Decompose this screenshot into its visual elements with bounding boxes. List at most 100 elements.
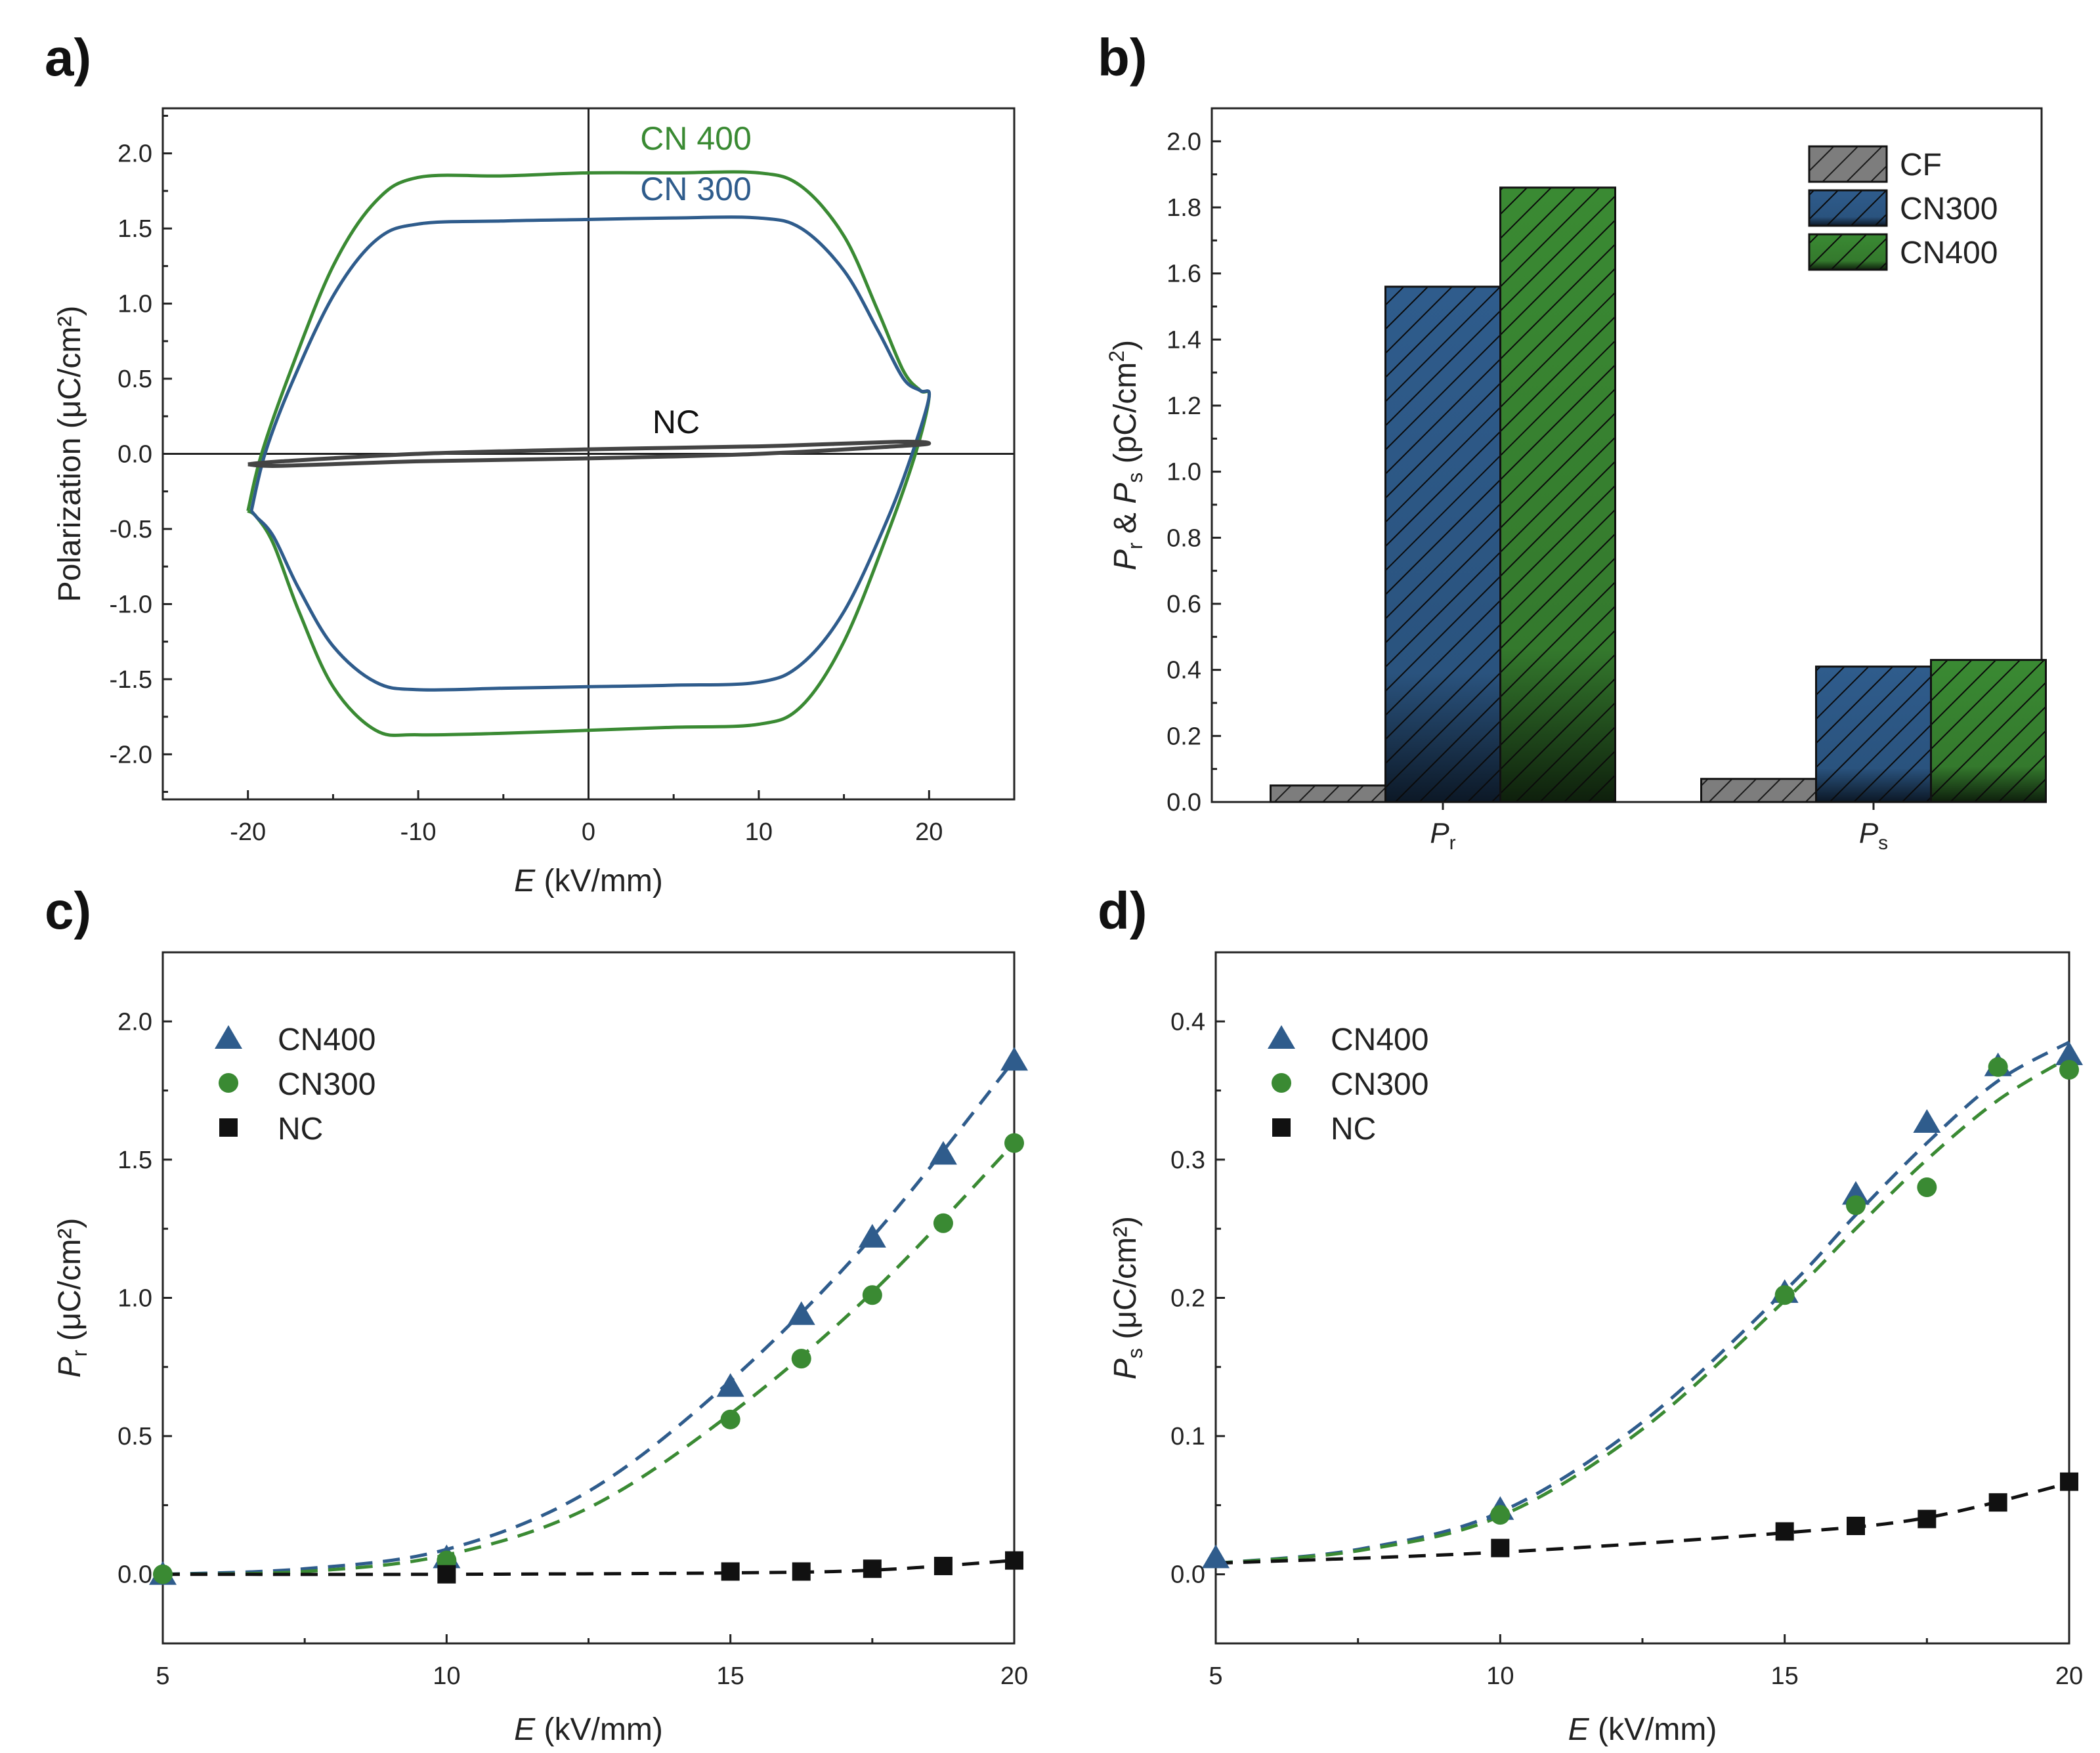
legend-swatch-cf <box>1809 146 1887 182</box>
panel-b-label: b) <box>1098 28 1147 87</box>
panel-a-label: a) <box>45 28 91 87</box>
y-axis-title: Ps (μC/cm²) <box>1108 1216 1147 1380</box>
square-marker <box>219 1118 238 1137</box>
y-tick-label: 1.6 <box>1167 261 1201 288</box>
triangle-marker <box>215 1025 242 1049</box>
legend-swatch-hatch <box>1809 190 1887 226</box>
y-tick-label: 0.3 <box>1170 1147 1205 1174</box>
bar-cf-pr <box>1270 785 1386 802</box>
y-tick-label: 0.8 <box>1167 524 1201 552</box>
circle-marker <box>2059 1060 2079 1080</box>
y-tick-label: 0.0 <box>1170 1561 1205 1589</box>
square-marker <box>1491 1538 1510 1557</box>
y-tick-label: 1.0 <box>118 1285 152 1313</box>
legend-label-cf: CF <box>1900 148 1942 182</box>
legend-label-nc: NC <box>1331 1112 1376 1147</box>
y-tick-label: 1.0 <box>118 291 152 318</box>
y-tick-label: 0.0 <box>1167 789 1201 816</box>
y-tick-label: 2.0 <box>118 140 152 168</box>
x-tick-label: 20 <box>2055 1662 2083 1690</box>
fit-line-cn400 <box>1215 1040 2070 1565</box>
y-axis-title: Pr & Ps (pC/cm2) <box>1105 340 1147 570</box>
square-marker <box>721 1562 740 1581</box>
legend-swatch-hatch <box>1809 234 1887 270</box>
circle-marker <box>1917 1177 1937 1198</box>
bar-cn400-ps-outline <box>1930 659 2047 803</box>
triangle-marker <box>787 1301 815 1325</box>
legend-swatch-outline <box>1808 145 1888 183</box>
bar-cn400-pr-hatch <box>1500 187 1616 802</box>
x-tick-label: 20 <box>1000 1662 1028 1690</box>
circle-marker <box>791 1349 811 1369</box>
circle-marker <box>862 1285 882 1305</box>
legend-label-cn300: CN300 <box>1331 1067 1428 1102</box>
square-marker <box>1988 1493 2007 1512</box>
y-tick-label: -0.5 <box>110 516 152 543</box>
x-tick-label: 0 <box>582 818 595 846</box>
hysteresis-loop-nc-label: NC <box>653 404 700 440</box>
triangle-marker <box>1202 1544 1230 1569</box>
y-tick-label: 1.5 <box>118 215 152 243</box>
y-tick-label: 0.2 <box>1167 723 1201 750</box>
y-tick-label: 1.5 <box>118 1147 152 1174</box>
bar-cf-ps <box>1701 778 1816 802</box>
square-marker <box>437 1565 456 1584</box>
x-tick-label: 10 <box>1486 1662 1514 1690</box>
y-tick-label: 1.0 <box>1167 459 1201 486</box>
triangle-marker <box>2055 1041 2083 1065</box>
fit-line-cn300 <box>1215 1055 2070 1565</box>
x-tick-label: -20 <box>230 818 266 846</box>
y-tick-label: 0.6 <box>1167 591 1201 618</box>
bar-cn300-ps-hatch <box>1816 666 1931 802</box>
circle-marker <box>1004 1133 1024 1153</box>
square-marker <box>863 1559 882 1578</box>
x-tick-label: 10 <box>745 818 773 846</box>
x-tick-label: 5 <box>156 1662 169 1690</box>
bar-cn300-pr-hatch <box>1385 286 1501 802</box>
circle-marker <box>1988 1057 2008 1077</box>
y-tick-label: 0.0 <box>118 441 152 469</box>
category-label: Pr <box>1430 817 1455 854</box>
circle-marker <box>219 1073 238 1093</box>
x-axis-title: E (kV/mm) <box>514 864 663 898</box>
square-marker <box>1775 1522 1794 1541</box>
circle-marker <box>1846 1195 1866 1215</box>
y-axis-title: Polarization (μC/cm²) <box>53 306 87 602</box>
legend-label-nc: NC <box>278 1112 323 1147</box>
hysteresis-loop-cn300 <box>249 215 932 692</box>
y-tick-label: 2.0 <box>1167 128 1201 156</box>
square-marker <box>1918 1510 1937 1529</box>
fit-line-cn400 <box>162 1059 1016 1576</box>
y-tick-label: 0.5 <box>118 1423 152 1450</box>
y-axis-title: Pr (μC/cm²) <box>53 1218 91 1378</box>
square-marker <box>1272 1118 1291 1137</box>
circle-marker <box>153 1564 173 1584</box>
panel-d-ps-vs-field-chart: 5 10 15 20 0.0 0.1 0.2 0.3 0.4 CN400 CN300 NC E (kV/… <box>1108 951 2083 1747</box>
x-axis-title: E (kV/mm) <box>514 1712 663 1747</box>
y-tick-label: -1.0 <box>110 591 152 618</box>
x-tick-label: 5 <box>1209 1662 1222 1690</box>
legend-label-cn300: CN300 <box>1900 192 1998 226</box>
bar-cn400-pr-outline <box>1499 186 1616 803</box>
legend-label-cn300: CN300 <box>278 1067 375 1102</box>
hysteresis-loop-nc <box>247 440 932 468</box>
x-axis-title: E (kV/mm) <box>1568 1712 1717 1747</box>
y-tick-label: 0.5 <box>118 366 152 393</box>
circle-marker <box>1774 1285 1795 1305</box>
circle-marker <box>720 1409 740 1429</box>
y-tick-label: 2.0 <box>118 1008 152 1036</box>
panel-c-label: c) <box>45 881 91 940</box>
category-label: Ps <box>1859 817 1888 854</box>
y-tick-label: -2.0 <box>110 741 152 769</box>
panel-b-bar-chart: 0.0 0.2 0.4 0.6 0.8 1.0 1.2 1.4 1.6 1.8 2.0 Pr Ps CF C… <box>1105 107 2047 854</box>
y-tick-label: 1.2 <box>1167 392 1201 420</box>
triangle-marker <box>858 1223 886 1248</box>
x-tick-label: 10 <box>433 1662 460 1690</box>
y-tick-label: -1.5 <box>110 666 152 694</box>
square-marker <box>1847 1516 1865 1535</box>
y-tick-label: 0.4 <box>1170 1008 1205 1036</box>
triangle-marker <box>1268 1025 1295 1049</box>
hysteresis-loop-cn400-label: CN 400 <box>640 120 752 157</box>
fit-line-nc <box>162 1559 1015 1576</box>
